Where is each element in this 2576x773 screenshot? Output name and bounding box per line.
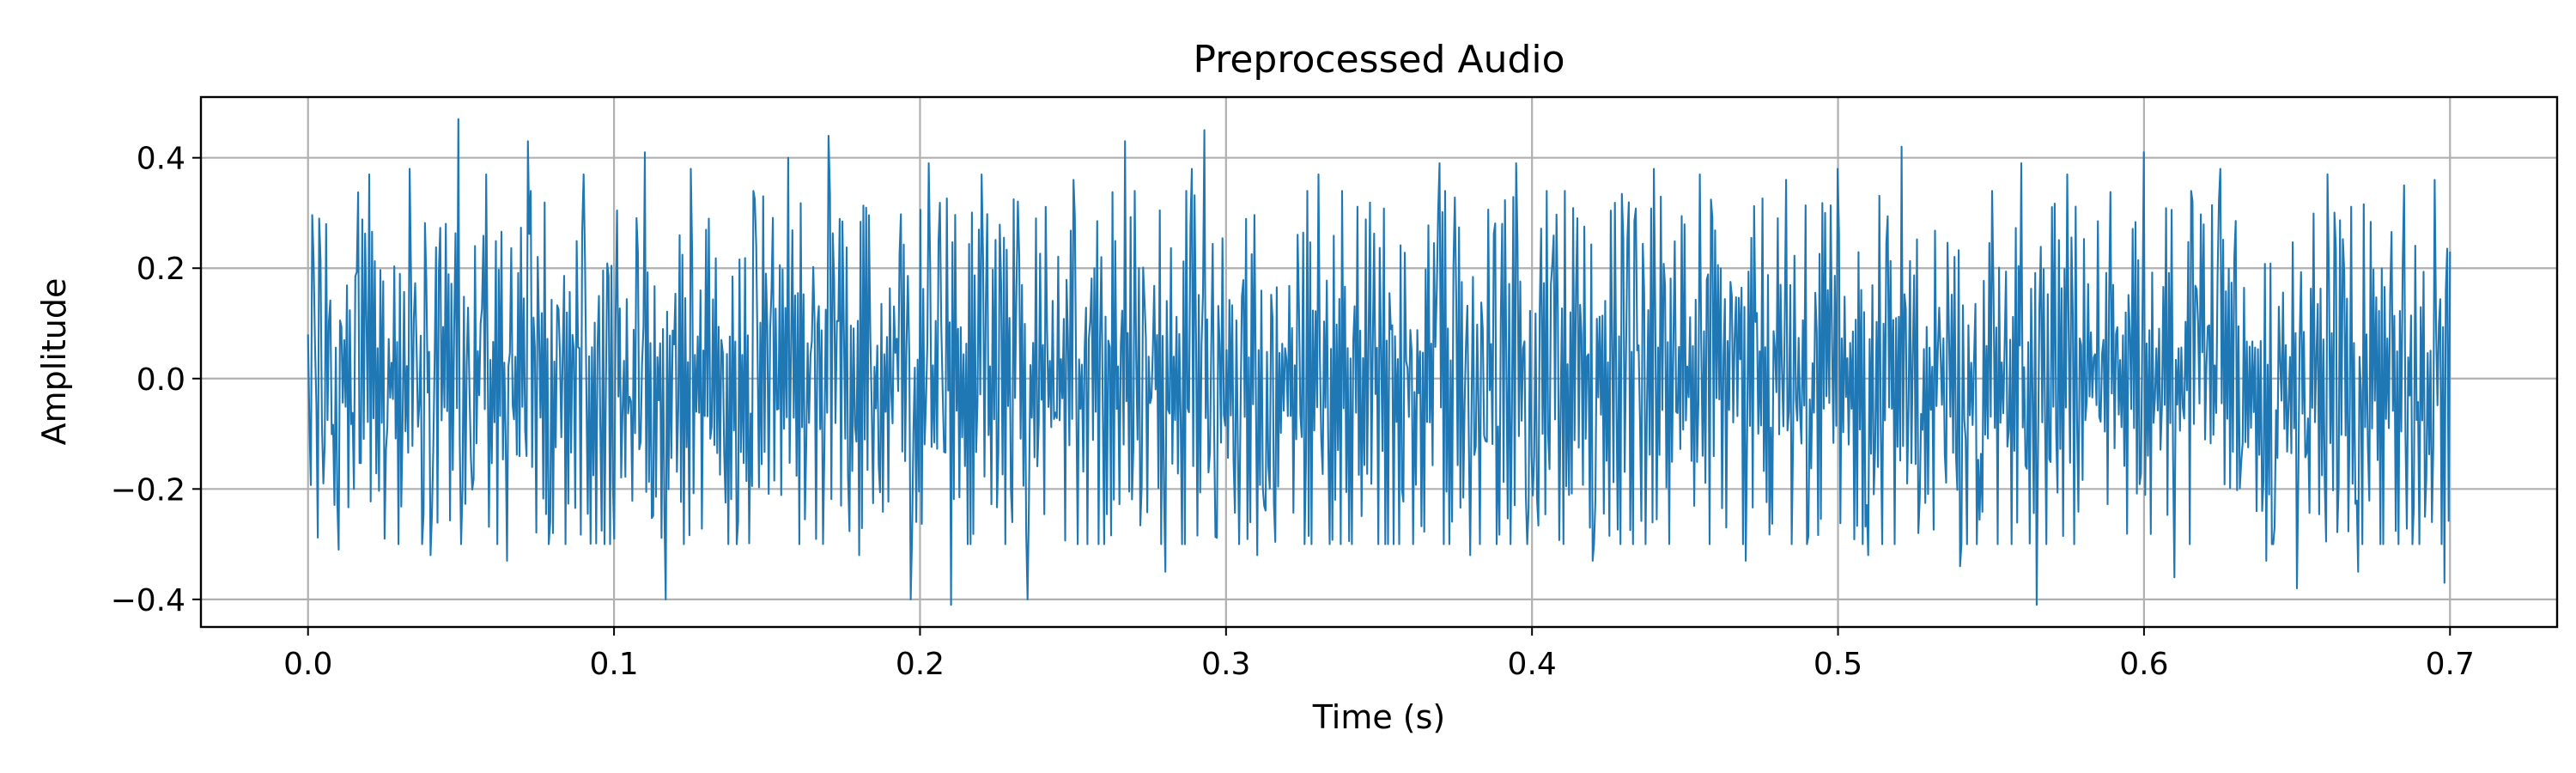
plot-frame (199, 95, 2559, 629)
x-tick-label: 0.6 (2119, 647, 2168, 682)
x-axis-label: Time (s) (1312, 698, 1446, 736)
x-axis-ticks: 0.0 0.1 0.2 0.3 0.4 0.5 0.6 0.7 (283, 627, 2475, 682)
y-tick-label: 0.2 (137, 252, 185, 287)
chart-title: Preprocessed Audio (1193, 38, 1564, 82)
y-tick-label: 0.0 (137, 362, 185, 398)
series-layer (307, 118, 2451, 606)
x-tick-label: 0.5 (1814, 647, 1862, 682)
x-tick-label: 0.2 (896, 647, 945, 682)
x-tick-label: 0.0 (283, 647, 332, 682)
x-tick-label: 0.4 (1508, 647, 1557, 682)
x-tick-label: 0.3 (1201, 647, 1250, 682)
y-tick-label: 0.4 (137, 142, 185, 177)
y-tick-label: −0.2 (111, 472, 185, 508)
y-axis-ticks: −0.4 −0.2 0.0 0.2 0.4 (111, 142, 201, 618)
waveform-line (307, 118, 2451, 606)
x-tick-label: 0.1 (589, 647, 638, 682)
x-tick-label: 0.7 (2426, 647, 2475, 682)
y-tick-label: −0.4 (111, 583, 185, 618)
y-axis-label: Amplitude (35, 278, 73, 446)
